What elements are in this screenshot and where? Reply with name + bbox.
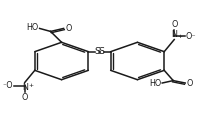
Text: O: O	[21, 93, 28, 102]
Text: O: O	[65, 24, 71, 33]
Text: N: N	[22, 83, 28, 92]
Text: S: S	[98, 47, 104, 56]
Text: O: O	[170, 20, 176, 29]
Text: O⁻: O⁻	[185, 32, 196, 41]
Text: HO: HO	[27, 23, 39, 32]
Text: +: +	[177, 34, 182, 39]
Text: +: +	[28, 83, 33, 88]
Text: S: S	[94, 47, 100, 56]
Text: ⁻O: ⁻O	[2, 81, 13, 90]
Text: O: O	[186, 79, 192, 87]
Text: HO: HO	[149, 79, 161, 88]
Text: N: N	[170, 30, 176, 39]
